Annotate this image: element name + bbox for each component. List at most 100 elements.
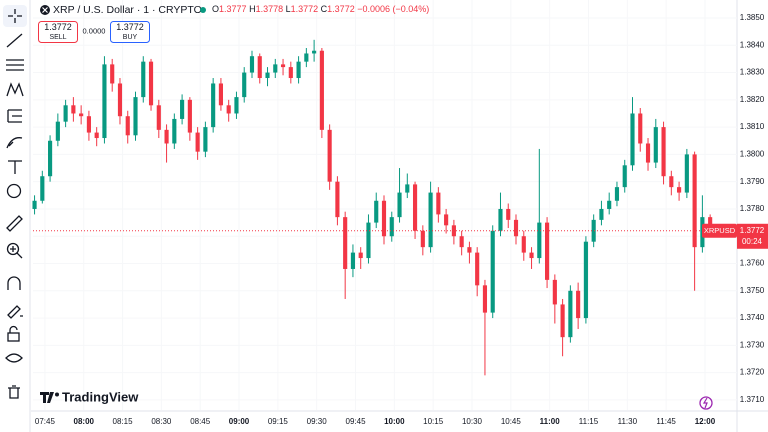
toolbar-bg: [0, 0, 30, 432]
candle-body: [319, 50, 324, 130]
ohlc-key: C: [321, 4, 328, 14]
pattern-tool[interactable]: [6, 82, 24, 97]
sell-button[interactable]: [38, 21, 78, 43]
candle-body: [482, 285, 488, 313]
candle-body: [234, 97, 239, 114]
y-tick-label: 1.3850: [740, 13, 765, 22]
candle-body: [467, 247, 472, 253]
ohlc-key: H: [249, 4, 256, 14]
buy-button[interactable]: [110, 21, 150, 43]
crosshair-tool[interactable]: [8, 9, 22, 23]
projection-tool[interactable]: [7, 109, 22, 123]
fib-tool[interactable]: [6, 59, 24, 71]
candle-body: [545, 222, 550, 280]
watermark: TradingView: [40, 389, 139, 404]
candle-body: [607, 200, 612, 209]
candle-body: [653, 127, 658, 163]
x-tick-label: 11:00: [540, 417, 561, 426]
candle-body: [428, 192, 433, 248]
countdown: 00:24: [742, 237, 763, 246]
candle-body: [242, 72, 247, 98]
trendline-tool[interactable]: [6, 33, 23, 48]
candle-body: [211, 83, 216, 128]
ohlc-key: L: [286, 4, 291, 14]
x-tick-label: 08:45: [190, 417, 211, 426]
candle-body: [513, 219, 519, 237]
symbol-tag: XRPUSD: [704, 226, 736, 235]
ohlc-value: 1.3777: [219, 4, 247, 14]
alert-icon-bolt: [702, 397, 708, 409]
candle-body: [366, 222, 371, 259]
emoji-tool[interactable]: [6, 183, 22, 199]
tool-active-bg: [3, 5, 27, 27]
zoom-tool-plus[interactable]: [10, 246, 23, 259]
toolbar: [0, 0, 31, 432]
ruler-tool[interactable]: [6, 215, 23, 232]
candle-body: [529, 252, 534, 259]
draw-mode-tool[interactable]: [7, 305, 23, 319]
candle-body: [405, 184, 410, 193]
x-tick-label: 09:00: [229, 417, 250, 426]
candle-body: [436, 192, 441, 215]
candle-body: [459, 236, 464, 248]
candle-body: [312, 50, 317, 54]
ohlc-legend: O1.3777 H1.3778 L1.3772 C1.3772 −0.0006 …: [212, 4, 429, 14]
x-tick-label: 12:00: [695, 417, 716, 426]
candle-body: [304, 53, 309, 62]
lock-tool[interactable]: [7, 332, 20, 342]
brush-tool[interactable]: [6, 137, 23, 149]
x-tick-label: 10:30: [462, 417, 483, 426]
lock-tool-shackle[interactable]: [9, 325, 18, 333]
candle-body: [537, 222, 542, 259]
candle-body: [521, 236, 526, 253]
market-status: [200, 7, 206, 13]
candle-body: [102, 64, 107, 139]
y-tick-label: 1.3790: [740, 177, 765, 186]
text-tool[interactable]: [8, 160, 22, 174]
candle-body: [358, 252, 363, 259]
x-tick-label: 08:00: [74, 417, 95, 426]
candle-body: [335, 181, 340, 218]
price-tag: 1.3772: [740, 226, 765, 235]
candle-body: [280, 64, 286, 68]
candle-body: [79, 113, 84, 117]
candle-body: [568, 290, 573, 338]
candle-body: [350, 252, 356, 269]
plot-layer: 1.3710 1.3720 1.3730 1.3740 1.3750 1.3760 1.37…: [31, 0, 768, 432]
delete-tool[interactable]: [8, 385, 20, 399]
candle-body: [614, 187, 620, 201]
x-tick-label: 08:15: [113, 417, 134, 426]
change-value: −0.0006 (−0.04%): [357, 4, 429, 14]
watermark-logo-dot: [55, 392, 59, 397]
candle-body: [412, 184, 418, 231]
magnet-tool[interactable]: [7, 276, 21, 290]
zoom-tool[interactable]: [6, 242, 20, 256]
candle-body: [187, 99, 192, 133]
buy-price: 1.3772: [116, 22, 144, 32]
candle-body: [218, 83, 223, 106]
candle-body: [172, 118, 177, 144]
symbol-title: XRP / U.S. Dollar · 1 · CRYPTO: [53, 4, 202, 16]
visibility-tool[interactable]: [5, 353, 23, 363]
candle-body: [48, 140, 53, 177]
candle-body: [420, 230, 425, 248]
candle-body: [133, 97, 138, 136]
candle-body: [257, 56, 262, 79]
candle-body: [343, 217, 348, 269]
candle-body: [684, 154, 689, 193]
x-tick-label: 09:15: [268, 417, 289, 426]
candle-body: [599, 208, 604, 220]
candle-body: [630, 113, 635, 166]
watermark-text: TradingView: [62, 389, 139, 404]
candle-body: [506, 208, 511, 220]
ohlc-value: 1.3772: [327, 4, 355, 14]
x-tick-label: 11:30: [618, 417, 638, 426]
candle-body: [490, 230, 495, 313]
y-tick-label: 1.3740: [740, 313, 765, 322]
y-tick-label: 1.3830: [740, 68, 765, 77]
candle-body: [141, 61, 146, 98]
candle-body: [692, 154, 697, 248]
y-tick-label: 1.3750: [740, 286, 765, 295]
alert-icon[interactable]: [699, 396, 713, 410]
